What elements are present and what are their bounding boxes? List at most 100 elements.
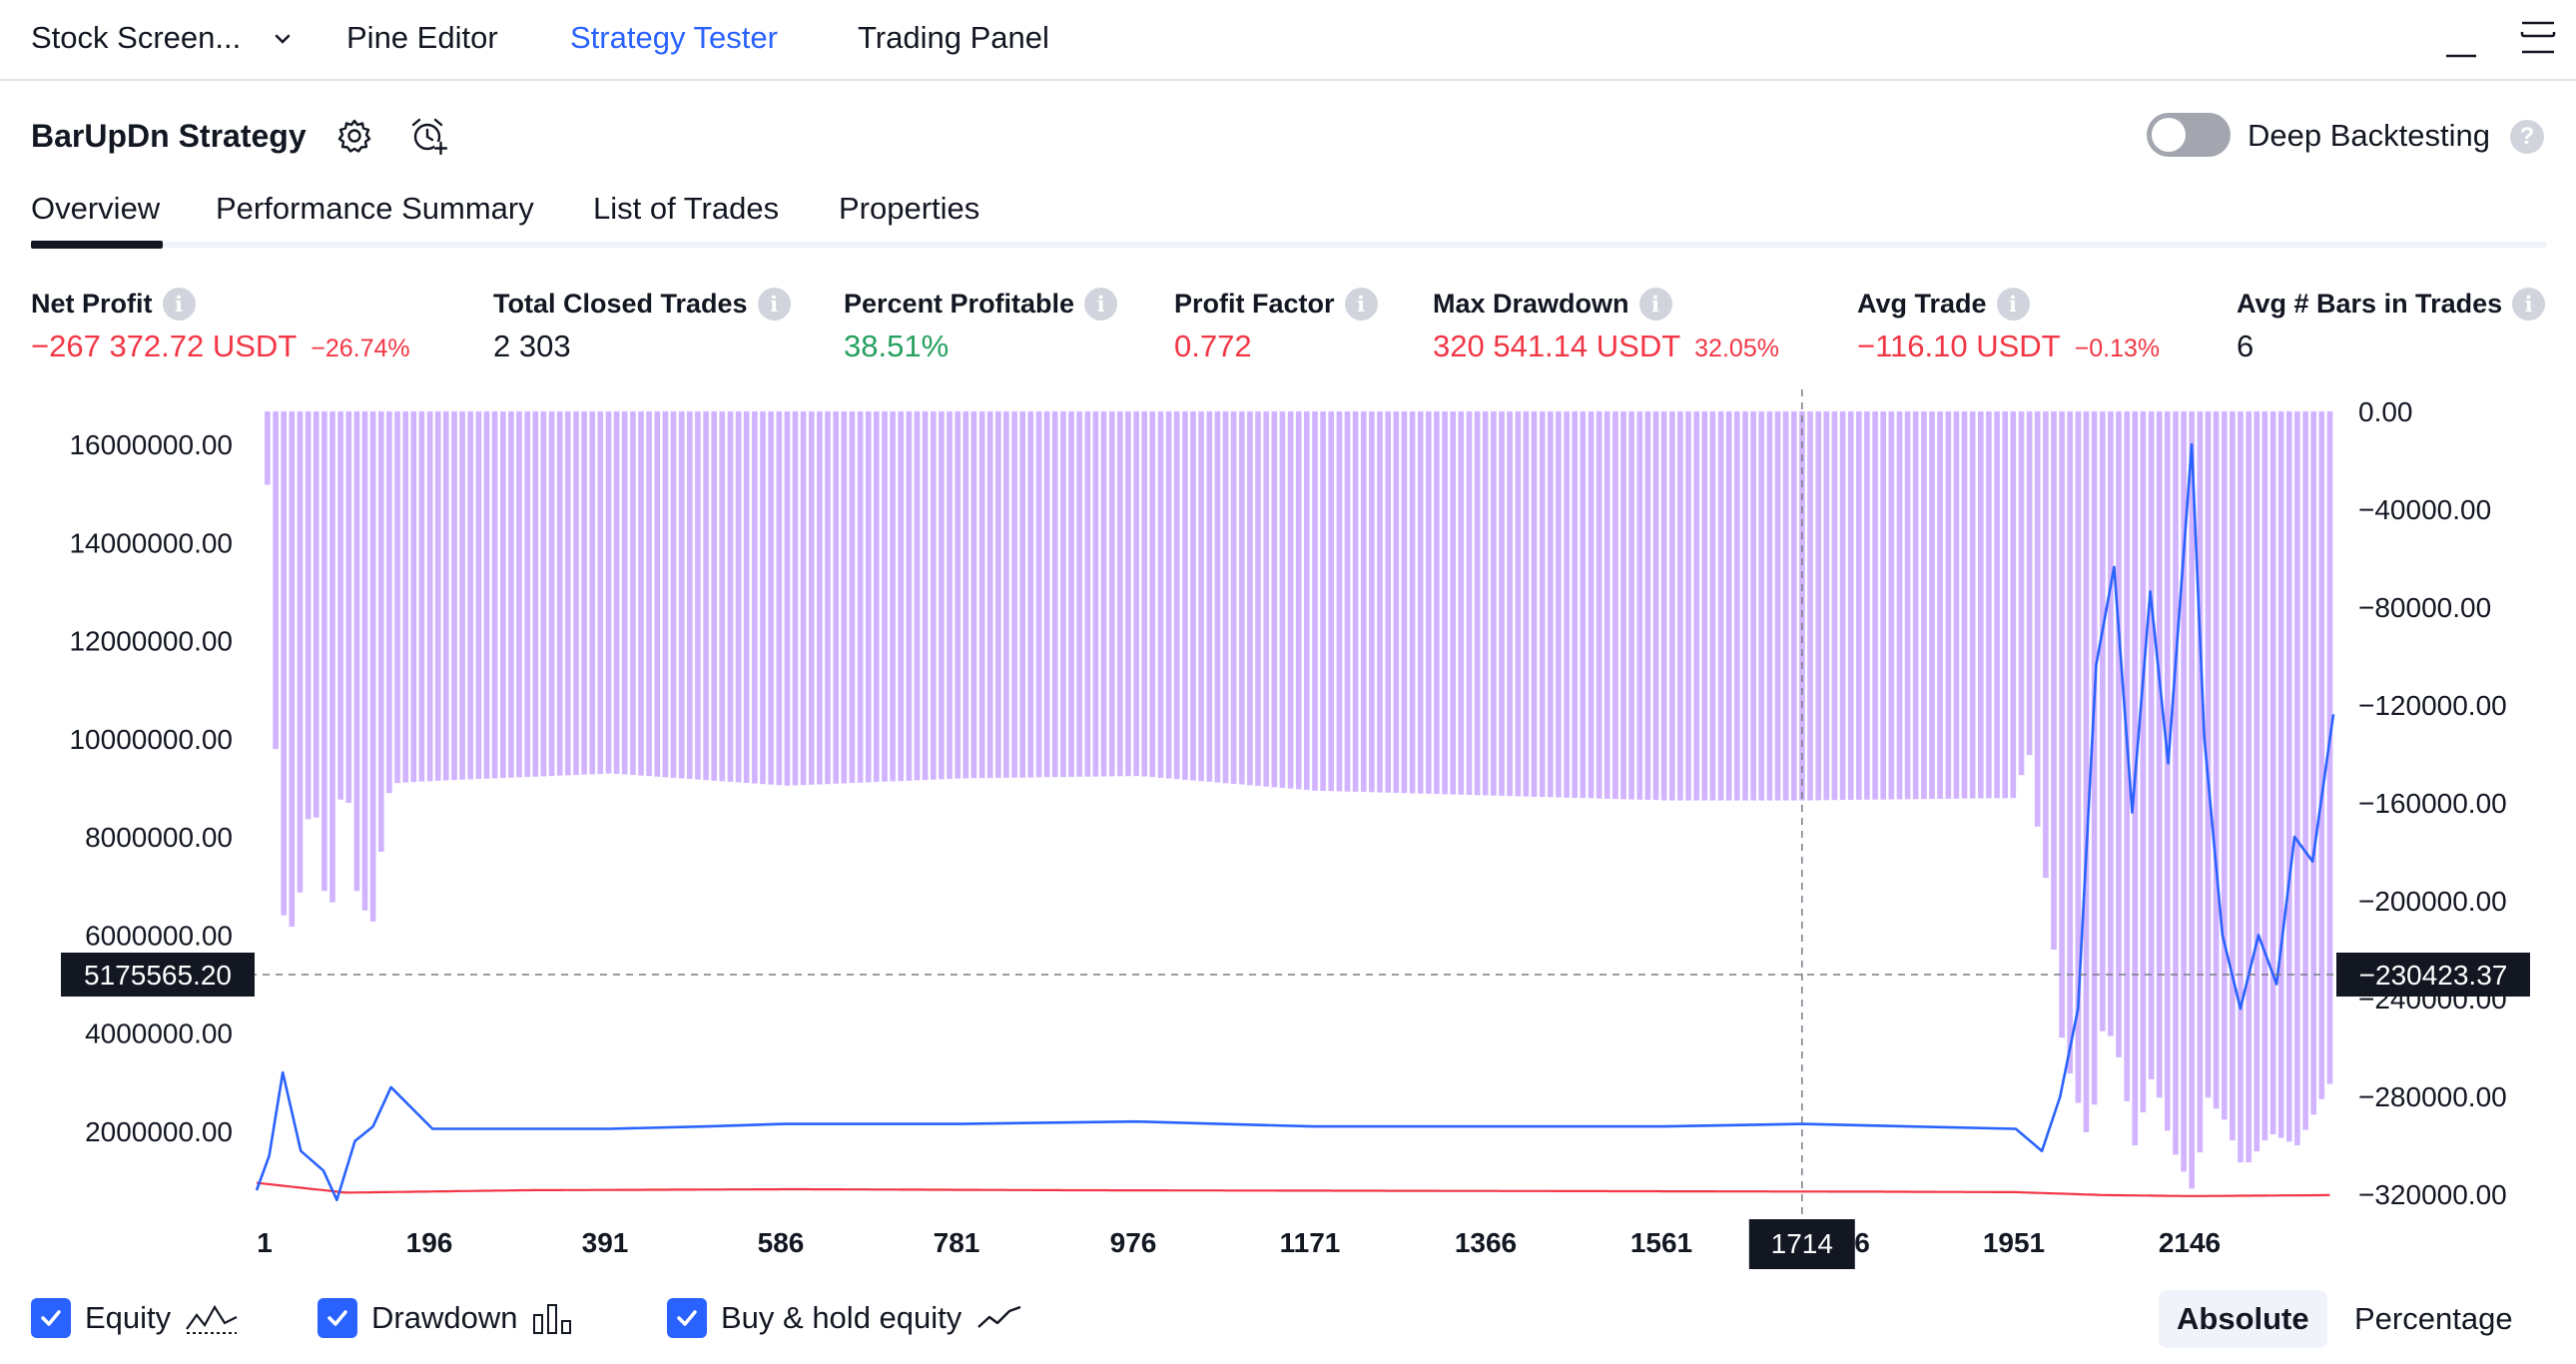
x-axis-tick: 6: [1854, 1227, 1870, 1258]
stat-net-profit: Net Profit i −267 372.72 USDT −26.74%: [31, 286, 410, 367]
chart-svg[interactable]: 16000000.0014000000.0012000000.001000000…: [0, 379, 2576, 1278]
legend-buy-hold[interactable]: Buy & hold equity: [667, 1298, 1023, 1338]
info-icon[interactable]: i: [1084, 287, 1118, 321]
top-toolbar: Stock Screen... Pine Editor Strategy Tes…: [0, 0, 2576, 81]
drawdown-bar: [898, 411, 904, 782]
help-icon[interactable]: ?: [2510, 120, 2544, 154]
drawdown-bar: [1361, 411, 1367, 793]
info-icon[interactable]: i: [162, 287, 196, 321]
drawdown-bar: [1214, 411, 1221, 783]
tab-overview[interactable]: Overview: [31, 191, 161, 226]
drawdown-bar: [426, 411, 433, 782]
drawdown-bar: [1051, 411, 1058, 778]
tab-performance-summary[interactable]: Performance Summary: [216, 191, 534, 226]
checkbox-checked-icon[interactable]: [318, 1298, 357, 1338]
drawdown-bar: [865, 411, 872, 783]
info-icon[interactable]: i: [2512, 287, 2546, 321]
left-crosshair-label: 5175565.20: [84, 960, 232, 991]
drawdown-bar: [963, 411, 969, 779]
drawdown-bar: [1872, 411, 1878, 800]
drawdown-bar: [1994, 411, 2000, 799]
drawdown-bar: [1409, 411, 1416, 794]
checkbox-checked-icon[interactable]: [667, 1298, 707, 1338]
drawdown-bar: [1271, 411, 1278, 788]
drawdown-bar: [1003, 411, 1009, 778]
stat-value: −116.10 USDT: [1857, 329, 2061, 363]
drawdown-bar: [882, 411, 888, 782]
right-axis-tick: −120000.00: [2358, 690, 2507, 721]
chevron-down-icon[interactable]: [270, 26, 296, 52]
drawdown-bar: [1896, 411, 1903, 800]
info-icon[interactable]: i: [1638, 287, 1672, 321]
stat-percent: −0.13%: [2074, 335, 2161, 362]
drawdown-bar: [621, 411, 628, 775]
drawdown-bar: [2010, 411, 2017, 799]
drawdown-bar: [1823, 411, 1830, 801]
drawdown-bar: [1921, 411, 1927, 800]
x-axis-tick: 1171: [1280, 1227, 1341, 1258]
drawdown-bar: [297, 411, 304, 893]
stock-screener-tab[interactable]: Stock Screen...: [31, 20, 242, 55]
drawdown-bar: [443, 411, 449, 781]
equity-chart[interactable]: 16000000.00 14000000.00 12000000.00 1000000…: [0, 379, 2576, 1278]
drawdown-bar: [483, 411, 490, 779]
drawdown-bar: [1043, 411, 1050, 778]
drawdown-bar: [1474, 411, 1481, 796]
drawdown-bar: [784, 411, 791, 786]
gear-icon[interactable]: [334, 116, 374, 156]
drawdown-bar: [1060, 411, 1066, 778]
drawdown-bar: [1572, 411, 1578, 798]
drawdown-bar: [1011, 411, 1017, 778]
drawdown-bar: [833, 411, 839, 784]
drawdown-bar: [353, 411, 360, 892]
percentage-toggle[interactable]: Percentage: [2354, 1301, 2513, 1336]
stat-value: 2 303: [493, 329, 571, 363]
drawdown-bar: [1149, 411, 1156, 778]
drawdown-bar: [1515, 411, 1522, 797]
deep-backtesting-toggle[interactable]: [2147, 113, 2231, 157]
drawdown-bar: [1125, 411, 1131, 777]
strategy-tester-tab[interactable]: Strategy Tester: [570, 20, 778, 55]
stat-avg-trade: Avg Trade i −116.10 USDT −0.13%: [1857, 286, 2160, 367]
tab-properties[interactable]: Properties: [839, 191, 980, 226]
add-alert-icon[interactable]: [408, 116, 448, 156]
drawdown-bar: [2083, 411, 2090, 1132]
drawdown-bar: [841, 411, 848, 784]
legend-equity[interactable]: Equity: [31, 1298, 239, 1338]
left-axis-tick: 14000000.00: [69, 527, 233, 558]
drawdown-bar: [1247, 411, 1253, 786]
drawdown-bar: [1263, 411, 1269, 787]
pine-editor-tab[interactable]: Pine Editor: [346, 20, 498, 55]
drawdown-bar: [1709, 411, 1716, 801]
drawdown-bar: [1442, 411, 1448, 795]
drawdown-bar: [1815, 411, 1821, 801]
legend-drawdown[interactable]: Drawdown: [318, 1298, 575, 1338]
checkbox-checked-icon[interactable]: [31, 1298, 71, 1338]
drawdown-bar: [2318, 411, 2325, 1099]
drawdown-bar: [1019, 411, 1025, 778]
right-crosshair-label-bg: [2336, 953, 2530, 997]
stat-profit-factor: Profit Factor i 0.772: [1174, 286, 1378, 365]
drawdown-bar: [978, 411, 985, 779]
drawdown-bar: [1548, 411, 1554, 798]
drawdown-bar: [305, 411, 312, 820]
drawdown-bar: [369, 411, 376, 922]
drawdown-bar: [1588, 411, 1595, 799]
drawdown-bar: [1222, 411, 1229, 784]
info-icon[interactable]: i: [757, 287, 791, 321]
drawdown-bar: [2034, 411, 2041, 827]
drawdown-bar: [2254, 411, 2260, 1152]
info-icon[interactable]: i: [1344, 287, 1378, 321]
drawdown-bar: [906, 411, 913, 781]
minimize-icon[interactable]: [2444, 32, 2478, 62]
drawdown-bar: [540, 411, 547, 777]
absolute-toggle[interactable]: Absolute: [2159, 1290, 2327, 1348]
drawdown-bar: [2100, 411, 2106, 1031]
right-axis-tick: −40000.00: [2358, 494, 2491, 525]
info-icon[interactable]: i: [1996, 287, 2030, 321]
maximize-panel-icon[interactable]: [2518, 18, 2558, 58]
tab-list-of-trades[interactable]: List of Trades: [593, 191, 780, 226]
drawdown-bar: [1377, 411, 1383, 793]
drawdown-bar: [1880, 411, 1886, 800]
trading-panel-tab[interactable]: Trading Panel: [858, 20, 1049, 55]
